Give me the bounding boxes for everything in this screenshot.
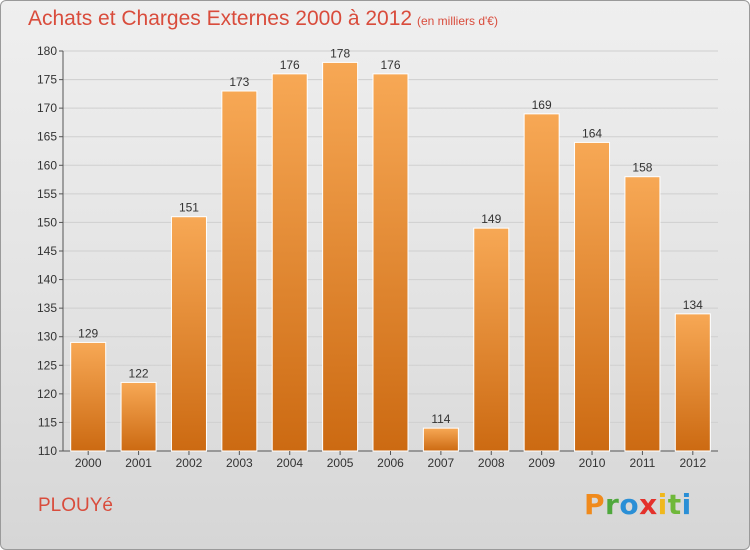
data-label-2010: 164 <box>582 126 602 140</box>
x-tick-label-2005: 2005 <box>327 456 354 470</box>
commune-name: PLOUYé <box>38 495 113 516</box>
bar-2005 <box>322 61 359 452</box>
data-label-2004: 176 <box>280 58 300 72</box>
bar-2008 <box>473 227 510 452</box>
y-tick-label: 130 <box>37 330 57 344</box>
x-tick-label-2004: 2004 <box>276 456 303 470</box>
data-label-2012: 134 <box>683 298 703 312</box>
bar-2006 <box>372 73 409 452</box>
bar-2003 <box>221 90 258 452</box>
x-tick-label-2009: 2009 <box>528 456 555 470</box>
bar-2012 <box>674 313 711 452</box>
x-tick-label-2001: 2001 <box>125 456 152 470</box>
data-label-2008: 149 <box>481 212 501 226</box>
proxiti-logo: Proxiti <box>584 488 692 521</box>
x-tick-label-2012: 2012 <box>679 456 706 470</box>
data-label-2005: 178 <box>330 46 350 60</box>
logo-letter: P <box>584 488 606 521</box>
x-tick-label-2006: 2006 <box>377 456 404 470</box>
bar-2000 <box>70 341 107 452</box>
data-label-2011: 158 <box>632 161 652 175</box>
y-tick-label: 155 <box>37 187 57 201</box>
data-label-2001: 122 <box>129 366 149 380</box>
logo-letter: x <box>639 488 658 521</box>
logo-letter: i <box>681 488 692 521</box>
data-label-2006: 176 <box>380 58 400 72</box>
logo-letter: t <box>667 488 682 521</box>
bar-2011 <box>624 176 661 452</box>
x-tick-label-2008: 2008 <box>478 456 505 470</box>
y-tick-label: 120 <box>37 387 57 401</box>
x-tick-label-2010: 2010 <box>579 456 606 470</box>
data-label-2000: 129 <box>78 326 98 340</box>
data-label-2002: 151 <box>179 201 199 215</box>
y-tick-label: 110 <box>38 444 57 458</box>
y-tick-label: 180 <box>37 44 57 58</box>
y-tick-label: 175 <box>37 73 57 87</box>
bar-2007 <box>422 427 459 452</box>
y-tick-label: 145 <box>37 244 57 258</box>
y-tick-label: 135 <box>37 301 57 315</box>
y-tick-label: 140 <box>37 273 57 287</box>
logo-letter: i <box>657 488 668 521</box>
y-tick-label: 165 <box>37 130 57 144</box>
x-tick-label-2002: 2002 <box>176 456 203 470</box>
y-tick-label: 150 <box>37 215 57 229</box>
x-tick-label-2000: 2000 <box>75 456 102 470</box>
y-tick-label: 115 <box>38 415 57 429</box>
bar-2009 <box>523 113 560 452</box>
bar-2001 <box>120 381 157 452</box>
y-tick-label: 125 <box>37 358 57 372</box>
bar-2004 <box>271 73 308 452</box>
logo-letter: o <box>619 488 640 521</box>
x-tick-label-2011: 2011 <box>630 456 656 470</box>
bar-2002 <box>170 216 207 452</box>
x-tick-label-2003: 2003 <box>226 456 253 470</box>
x-tick-label-2007: 2007 <box>428 456 455 470</box>
bar-2010 <box>574 141 611 452</box>
chart-title: Achats et Charges Externes 2000 à 2012 <box>28 7 413 30</box>
chart-subtitle: (en milliers d'€) <box>417 14 498 28</box>
logo-letter: r <box>605 488 620 521</box>
y-tick-label: 160 <box>37 158 57 172</box>
y-tick-label: 170 <box>37 101 57 115</box>
data-label-2003: 173 <box>229 75 249 89</box>
data-label-2009: 169 <box>532 98 552 112</box>
data-label-2007: 114 <box>431 412 450 426</box>
